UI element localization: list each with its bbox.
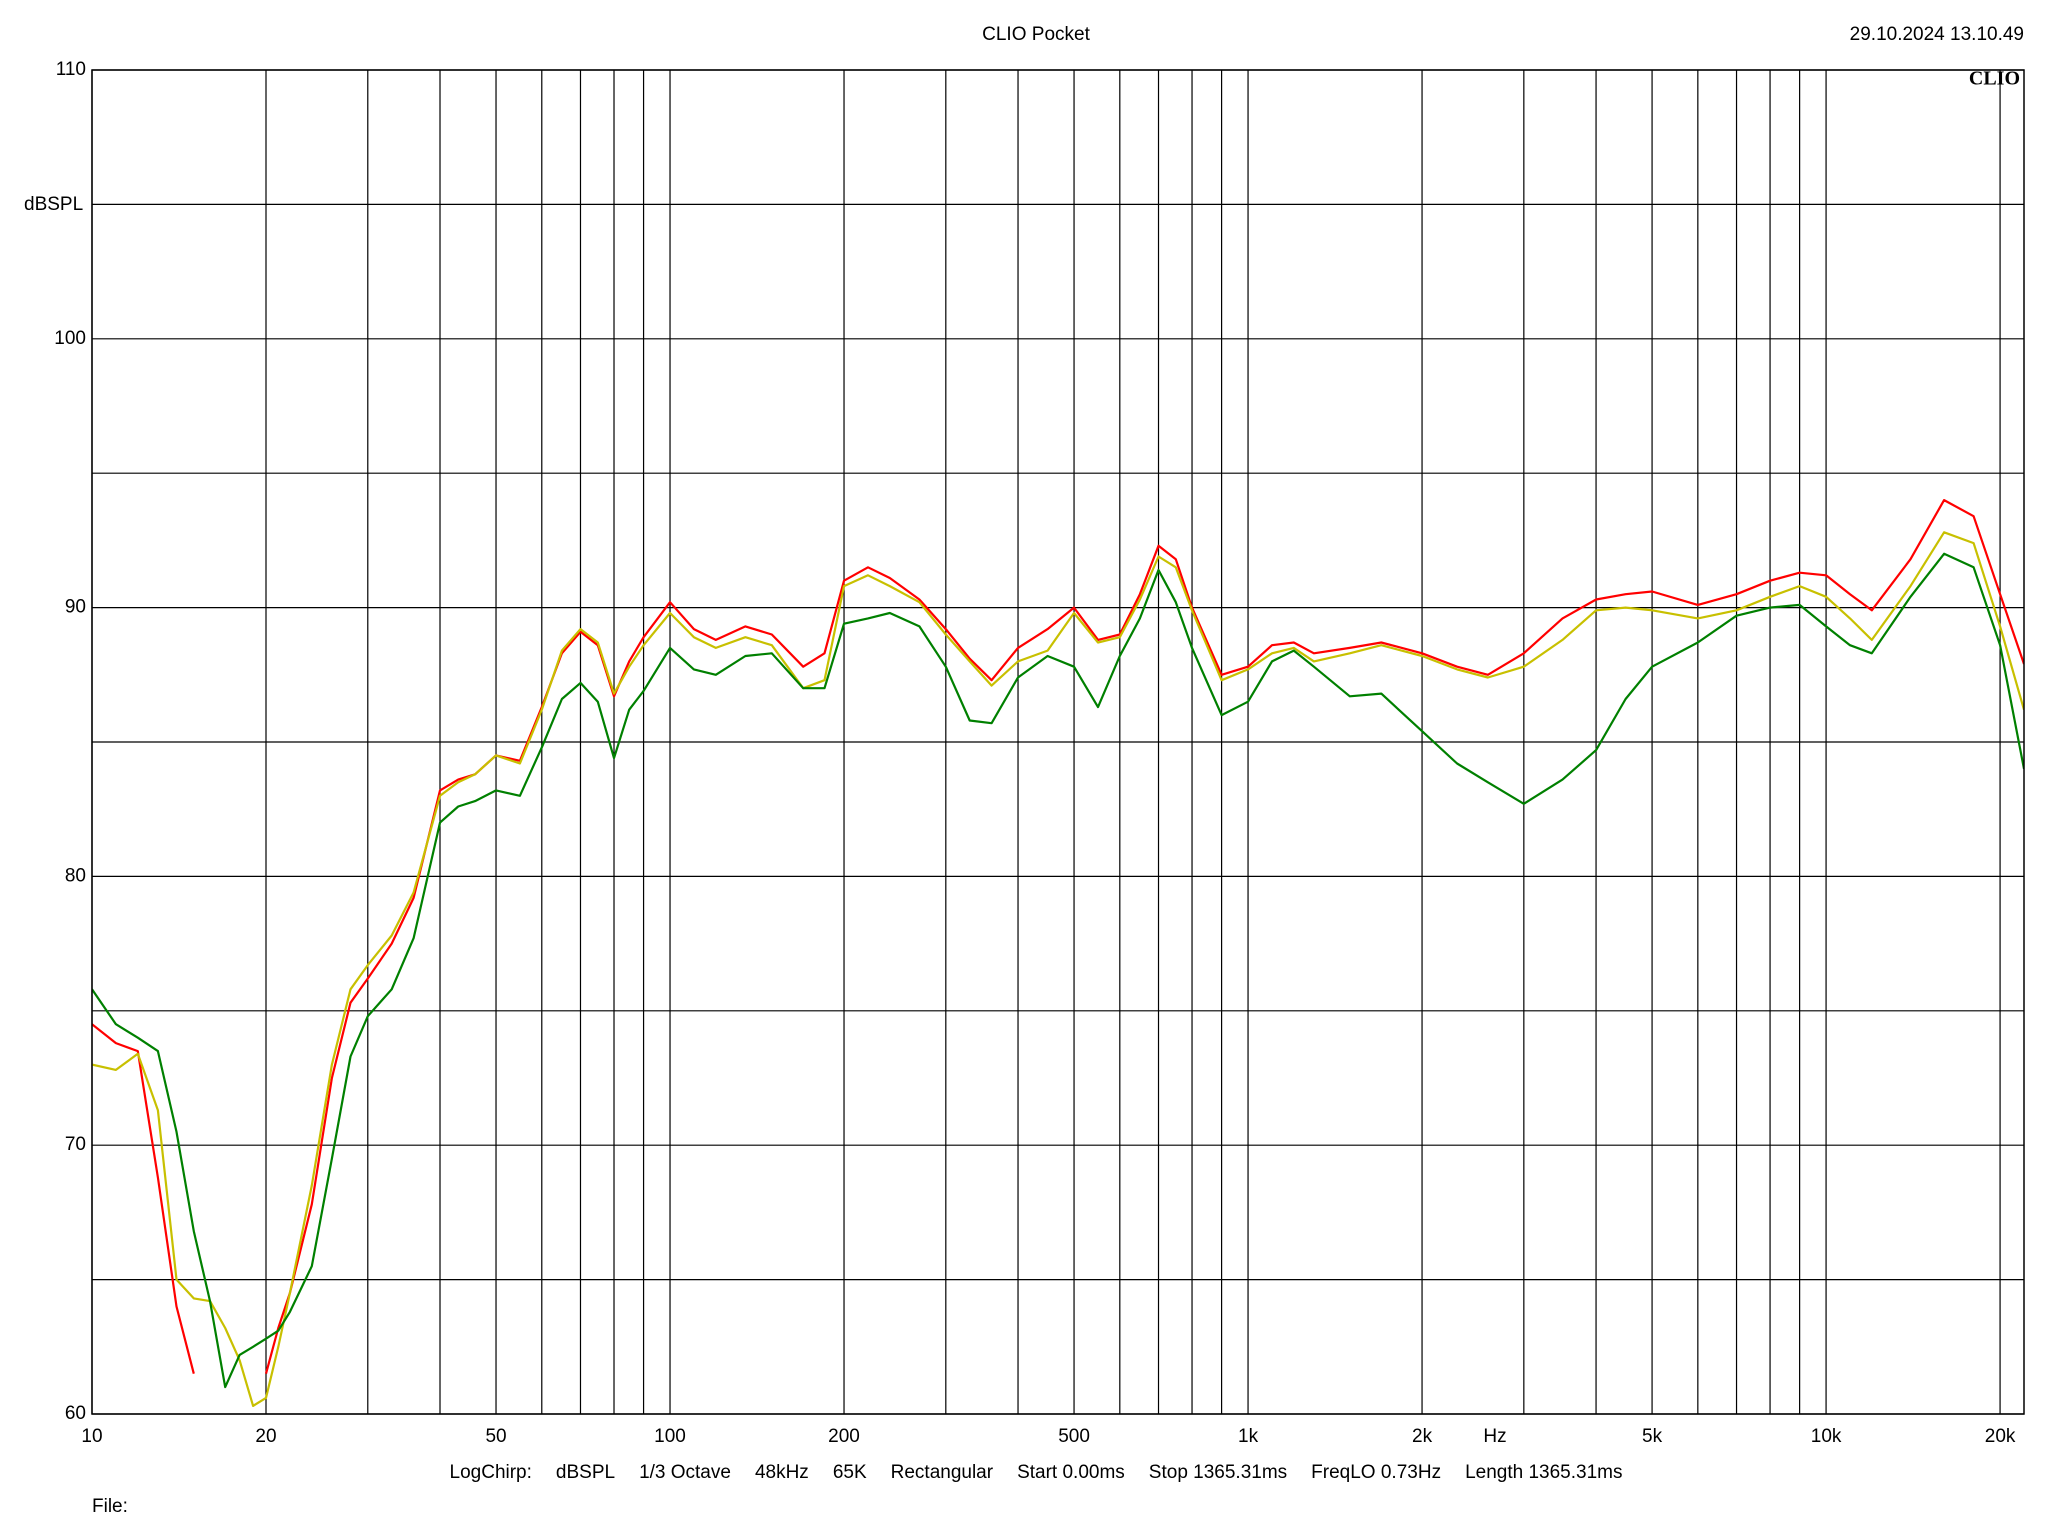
x-tick-label: 20k [1985,1426,2016,1447]
x-unit-label: Hz [1483,1426,1506,1447]
y-tick-label: 80 [65,865,86,886]
x-tick-label: 10 [81,1426,102,1447]
x-tick-label: 10k [1811,1426,1842,1447]
chart-title: CLIO Pocket [982,24,1090,45]
y-tick-label: 100 [54,328,86,349]
x-tick-label: 20 [255,1426,276,1447]
footer-item: 1/3 Octave [639,1462,731,1483]
footer-item: 48kHz [755,1462,809,1483]
footer-item: 65K [833,1462,867,1483]
series-line [92,552,2024,1389]
footer-item: Stop 1365.31ms [1149,1462,1287,1483]
x-tick-label: 1k [1238,1426,1259,1447]
y-axis-label: dBSPL [24,194,83,215]
y-tick-label: 70 [65,1134,86,1155]
footer-item: Length 1365.31ms [1465,1462,1622,1483]
file-label: File: [92,1496,128,1517]
x-tick-label: 50 [485,1426,506,1447]
plot-lines [92,499,2024,1407]
footer-item: dBSPL [556,1462,615,1483]
x-tick-label: 200 [828,1426,860,1447]
logo: CLIO [1969,68,2020,90]
timestamp: 29.10.2024 13.10.49 [1850,24,2024,45]
x-tick-label: 2k [1412,1426,1433,1447]
footer-item: Rectangular [891,1462,994,1483]
footer-item: Start 0.00ms [1017,1462,1125,1483]
footer: LogChirp: dBSPL 1/3 Octave 48kHz 65K Rectangu… [450,1462,1623,1483]
footer-item: FreqLO 0.73Hz [1311,1462,1441,1483]
y-tick-label: 90 [65,597,86,618]
footer-item: LogChirp: [450,1462,532,1483]
x-tick-label: 5k [1642,1426,1663,1447]
x-tick-label: 500 [1058,1426,1090,1447]
plot-frame [91,69,2025,1415]
x-tick-label: 100 [654,1426,686,1447]
y-tick-label: 110 [56,59,86,80]
series-line [92,531,2024,1407]
y-tick-label: 60 [65,1403,86,1424]
